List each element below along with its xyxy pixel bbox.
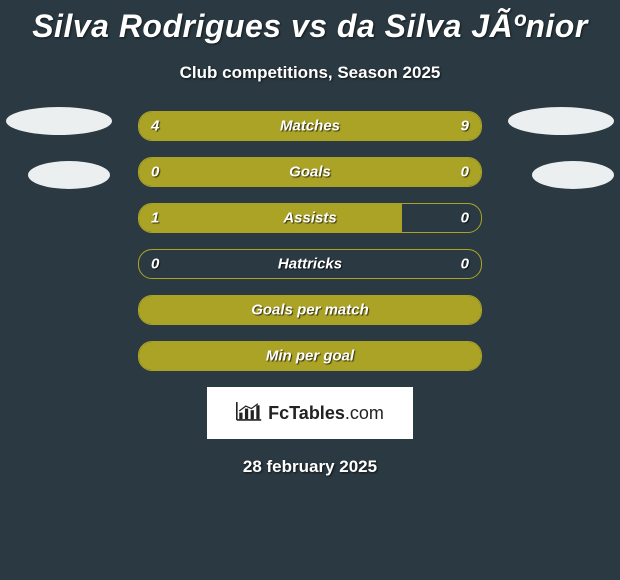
metric-label: Goals per match	[251, 302, 369, 319]
value-left: 0	[151, 256, 159, 273]
fill-left	[139, 204, 402, 232]
avatar-placeholder	[532, 161, 614, 189]
comparison-row: Min per goal	[138, 341, 482, 371]
metric-label: Matches	[280, 118, 340, 135]
metric-label: Min per goal	[266, 348, 354, 365]
player-left-avatars	[6, 107, 116, 215]
fill-left	[139, 112, 276, 140]
subtitle: Club competitions, Season 2025	[0, 63, 620, 83]
avatar-placeholder	[28, 161, 110, 189]
metric-label: Assists	[283, 210, 336, 227]
date-label: 28 february 2025	[0, 457, 620, 477]
comparison-row: 0 0 Goals	[138, 157, 482, 187]
value-left: 0	[151, 164, 159, 181]
chart-icon	[236, 400, 262, 427]
value-left: 1	[151, 210, 159, 227]
comparison-row: 4 9 Matches	[138, 111, 482, 141]
player-right-avatars	[504, 107, 614, 215]
value-right: 0	[461, 256, 469, 273]
brand-text: FcTables.com	[268, 403, 384, 424]
value-right: 0	[461, 164, 469, 181]
value-right: 9	[461, 118, 469, 135]
comparison-row: 1 0 Assists	[138, 203, 482, 233]
avatar-placeholder	[508, 107, 614, 135]
page-title: Silva Rodrigues vs da Silva JÃºnior	[0, 0, 620, 45]
comparison-row: Goals per match	[138, 295, 482, 325]
value-right: 0	[461, 210, 469, 227]
avatar-placeholder	[6, 107, 112, 135]
value-left: 4	[151, 118, 159, 135]
brand-watermark: FcTables.com	[207, 387, 413, 439]
metric-label: Goals	[289, 164, 331, 181]
comparison-chart: 4 9 Matches 0 0 Goals 1 0 Assists 0 0 Hattricks Goal…	[0, 111, 620, 371]
metric-label: Hattricks	[278, 256, 342, 273]
comparison-rows: 4 9 Matches 0 0 Goals 1 0 Assists 0 0 Hattricks Goal…	[138, 111, 482, 371]
comparison-row: 0 0 Hattricks	[138, 249, 482, 279]
